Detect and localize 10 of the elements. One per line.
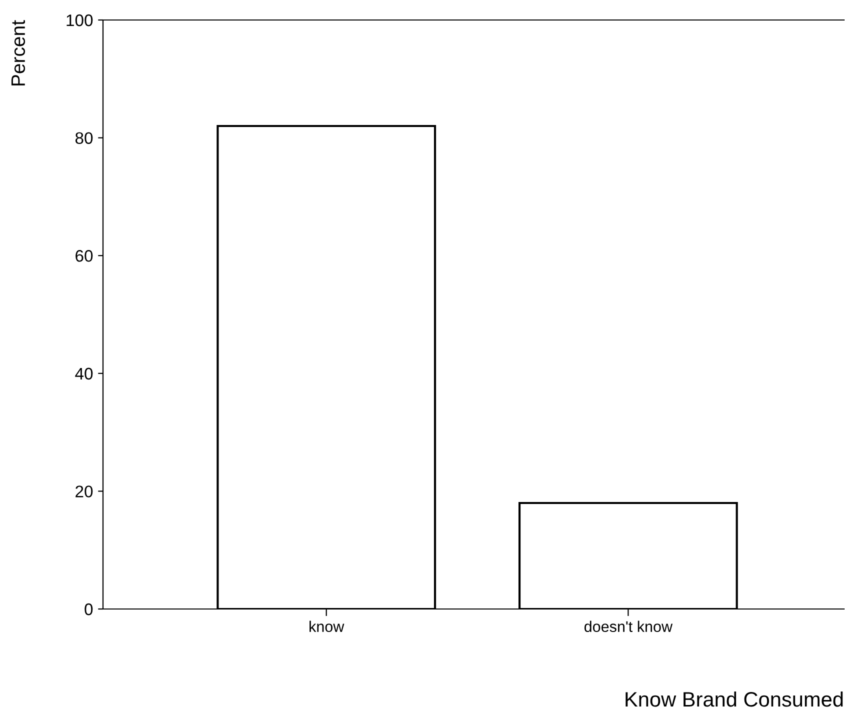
- x-tick-label: doesn't know: [584, 620, 673, 632]
- y-tick-label: 20: [76, 486, 93, 498]
- y-tick-label: 0: [84, 603, 93, 616]
- y-tick-label: 100: [66, 14, 93, 26]
- x-axis-title: Know Brand Consumed: [626, 691, 843, 707]
- y-tick-label: 40: [75, 368, 93, 380]
- y-tick-label: 80: [75, 132, 93, 144]
- x-tick-label: know: [310, 620, 344, 632]
- y-tick-label: 60: [76, 250, 93, 262]
- y-axis-title: Percent: [11, 20, 26, 86]
